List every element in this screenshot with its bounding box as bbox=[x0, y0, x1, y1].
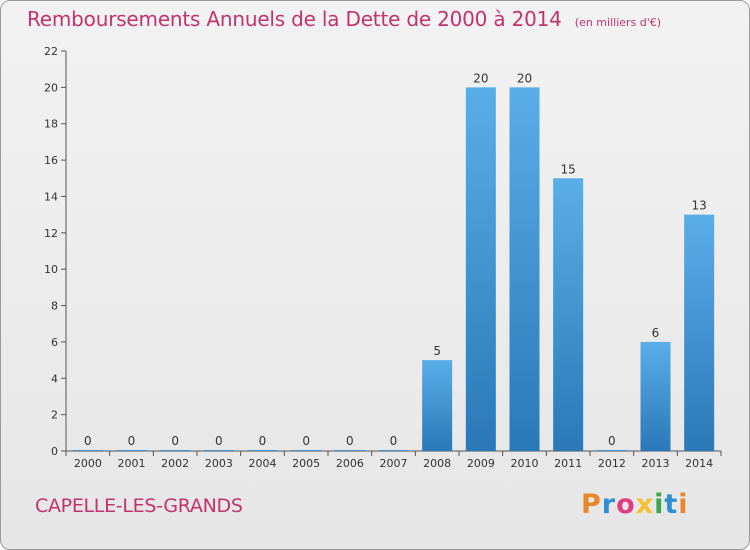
bar-2004 bbox=[247, 450, 278, 451]
y-tick-label: 14 bbox=[44, 190, 58, 203]
bar-2010 bbox=[509, 87, 540, 451]
y-tick-label: 16 bbox=[44, 154, 58, 167]
chart-unit: (en milliers d'€) bbox=[574, 16, 662, 29]
data-label-2014: 13 bbox=[692, 199, 707, 213]
data-label-2008: 5 bbox=[433, 344, 441, 358]
bar-2014 bbox=[684, 214, 715, 451]
bar-2007 bbox=[378, 450, 409, 451]
proxiti-logo: Proxiti bbox=[581, 489, 689, 520]
logo-letter: t bbox=[664, 489, 679, 520]
x-tick-label: 2010 bbox=[511, 457, 539, 470]
x-tick-label: 2008 bbox=[423, 457, 451, 470]
chart-title: Remboursements Annuels de la Dette de 20… bbox=[27, 7, 562, 31]
bar-2001 bbox=[116, 450, 147, 451]
y-tick-label: 10 bbox=[44, 263, 58, 276]
bar-2009 bbox=[465, 87, 496, 451]
x-tick-label: 2002 bbox=[161, 457, 189, 470]
data-label-2003: 0 bbox=[215, 434, 223, 448]
data-label-2009: 20 bbox=[473, 71, 488, 85]
x-tick-label: 2012 bbox=[598, 457, 626, 470]
x-tick-label: 2007 bbox=[380, 457, 408, 470]
bar-2000 bbox=[72, 450, 103, 451]
data-label-2011: 15 bbox=[561, 162, 576, 176]
logo-letter: o bbox=[616, 489, 636, 520]
x-tick-label: 2004 bbox=[249, 457, 277, 470]
y-tick-label: 2 bbox=[51, 409, 58, 422]
data-label-2004: 0 bbox=[259, 434, 267, 448]
data-label-2000: 0 bbox=[84, 434, 92, 448]
chart-title-row: Remboursements Annuels de la Dette de 20… bbox=[27, 7, 661, 31]
bar-2008 bbox=[422, 360, 453, 451]
x-tick-label: 2014 bbox=[685, 457, 713, 470]
bar-2012 bbox=[596, 450, 627, 451]
logo-letter: i bbox=[678, 489, 689, 520]
logo-letter: r bbox=[601, 489, 617, 520]
x-tick-label: 2013 bbox=[642, 457, 670, 470]
bar-2005 bbox=[291, 450, 322, 451]
chart-bars bbox=[72, 87, 715, 452]
x-tick-label: 2006 bbox=[336, 457, 364, 470]
y-tick-label: 6 bbox=[51, 336, 58, 349]
bar-2003 bbox=[203, 450, 234, 451]
data-label-2007: 0 bbox=[390, 434, 398, 448]
data-label-2006: 0 bbox=[346, 434, 354, 448]
y-tick-label: 0 bbox=[51, 445, 58, 458]
y-tick-label: 4 bbox=[51, 372, 58, 385]
commune-name: CAPELLE-LES-GRANDS bbox=[35, 495, 243, 517]
bar-2002 bbox=[160, 450, 191, 451]
x-tick-label: 2011 bbox=[554, 457, 582, 470]
data-label-2013: 6 bbox=[652, 326, 660, 340]
data-label-2012: 0 bbox=[608, 434, 616, 448]
bar-2013 bbox=[640, 341, 671, 451]
chart-data-labels: 0 0 0 0 0 0 0 0 5 20 20 15 0 6 13 bbox=[84, 71, 707, 448]
y-tick-label: 18 bbox=[44, 118, 58, 131]
data-label-2010: 20 bbox=[517, 71, 532, 85]
x-tick-label: 2003 bbox=[205, 457, 233, 470]
data-label-2002: 0 bbox=[171, 434, 179, 448]
x-tick-label: 2001 bbox=[118, 457, 146, 470]
logo-letter: x bbox=[635, 489, 655, 520]
x-tick-label: 2000 bbox=[74, 457, 102, 470]
x-tick-label: 2009 bbox=[467, 457, 495, 470]
data-label-2005: 0 bbox=[302, 434, 310, 448]
x-tick-label: 2005 bbox=[292, 457, 320, 470]
logo-letter: P bbox=[581, 489, 602, 520]
data-label-2001: 0 bbox=[128, 434, 136, 448]
bar-2011 bbox=[553, 178, 584, 452]
y-tick-label: 12 bbox=[44, 227, 58, 240]
bar-2006 bbox=[334, 450, 365, 451]
y-tick-label: 20 bbox=[44, 81, 58, 94]
logo-letter: i bbox=[654, 489, 665, 520]
y-tick-label: 8 bbox=[51, 300, 58, 313]
y-tick-label: 22 bbox=[44, 45, 58, 58]
